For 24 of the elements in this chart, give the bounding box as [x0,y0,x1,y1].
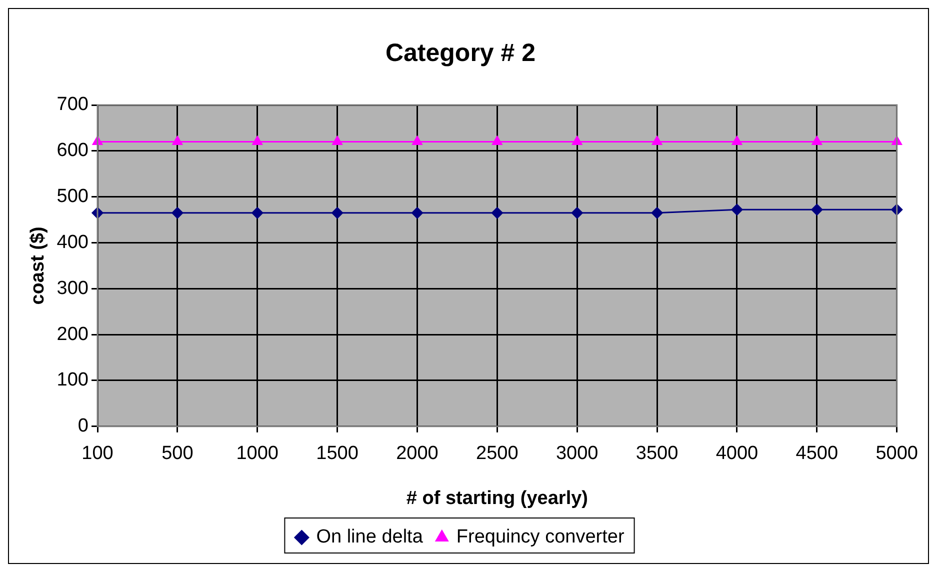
x-tick-label: 2500 [476,443,518,464]
x-tick-label: 5000 [876,443,918,464]
y-tick-label: 700 [56,94,88,116]
y-tick-label: 100 [56,370,88,391]
x-tick-label: 4500 [796,443,838,464]
x-tick-label: 100 [82,443,114,464]
y-tick-label: 500 [56,186,88,208]
x-tick-label: 3000 [556,443,598,464]
y-tick-label: 600 [56,140,88,162]
x-tick-label: 4000 [716,443,758,464]
y-tick-label: 400 [56,232,88,253]
y-tick-label: 200 [56,324,88,345]
y-tick-label: 0 [78,416,88,437]
legend-label: On line delta [316,526,424,548]
x-tick-label: 1500 [316,443,358,464]
x-axis-title: # of starting (yearly) [406,488,588,509]
y-tick-label: 300 [56,278,88,299]
legend-label: Frequincy converter [456,526,625,548]
x-tick-label: 2000 [396,443,438,464]
y-axis-title: coast ($) [28,226,49,305]
chart-title: Category # 2 [385,38,536,67]
x-tick-label: 3500 [636,443,678,464]
x-tick-label: 500 [162,443,194,464]
x-tick-label: 1000 [236,443,279,464]
